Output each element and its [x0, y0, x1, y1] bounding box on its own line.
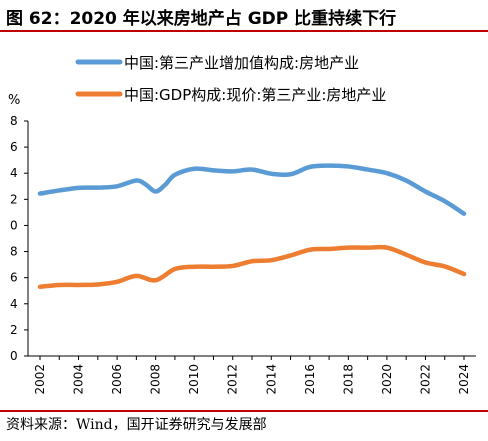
title-rule: [0, 30, 488, 32]
y-tick-label: 4: [10, 297, 18, 311]
x-tick-label: 2006: [110, 364, 124, 395]
x-tick-label: 2002: [33, 364, 47, 395]
source-note: 资料来源：Wind，国开证券研究与发展部: [6, 417, 267, 433]
y-tick-label: 0: [10, 349, 18, 363]
x-tick-label: 2016: [303, 364, 317, 395]
y-tick-label: 2: [10, 323, 18, 337]
y-tick-label: 2: [10, 192, 18, 206]
series-line-tertiary-share: [37, 163, 467, 216]
line-chart: % 中国:第三产业增加值构成:房地产业中国:GDP构成:现价:第三产业:房地产业…: [8, 54, 476, 395]
y-tick-label: 8: [10, 245, 18, 259]
x-tick-label: 2024: [457, 364, 471, 395]
x-tick-label: 2004: [72, 364, 86, 395]
y-tick-label: 4: [10, 166, 18, 180]
x-tick-label: 2010: [187, 364, 201, 395]
x-tick-label: 2012: [226, 364, 240, 395]
chart-title: 图 62：2020 年以来房地产占 GDP 比重持续下行: [6, 9, 397, 29]
chart-axes: 0 2 4 6 8 0 2 4 6 8 2002 2004 2006 2008 2010 2012 2014 20…: [10, 114, 476, 395]
legend-label: 中国:GDP构成:现价:第三产业:房地产业: [124, 86, 386, 104]
legend-label: 中国:第三产业增加值构成:房地产业: [124, 54, 359, 72]
x-tick-label: 2008: [149, 364, 163, 395]
x-tick-label: 2022: [418, 364, 432, 395]
series-line-gdp-share: [37, 244, 467, 290]
y-tick-label: 0: [10, 218, 18, 232]
bottom-rule: [0, 410, 488, 412]
y-tick-label: 6: [10, 140, 18, 154]
x-tick-label: 2014: [264, 364, 278, 395]
y-tick-label: 8: [10, 114, 18, 128]
y-tick-label: 6: [10, 271, 18, 285]
chart-series: [37, 163, 467, 290]
x-tick-label: 2020: [380, 364, 394, 395]
x-tick-label: 2018: [341, 364, 355, 395]
y-axis-unit-label: %: [8, 93, 20, 108]
